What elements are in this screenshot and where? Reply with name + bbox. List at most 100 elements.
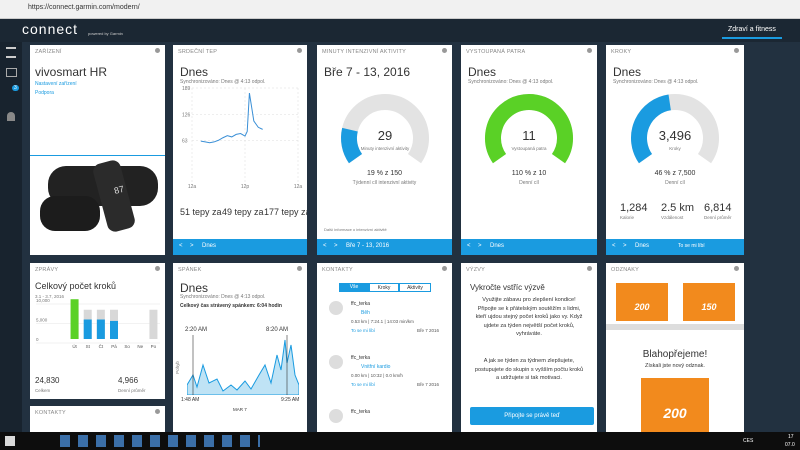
card-title: KONTAKTY xyxy=(322,267,353,273)
stat-value: 2.5 km xyxy=(661,202,695,214)
contacts-small-card: KONTAKTY xyxy=(30,406,165,432)
card-title: SPÁNEK xyxy=(178,267,202,273)
floors-card: VYSTOUPANÁ PATRA Dnes Synchronizováno: D… xyxy=(461,45,597,255)
card-title: VÝZVY xyxy=(466,267,486,273)
card-title: ZAŘÍZENÍ xyxy=(35,49,62,55)
card-title: ODZNAKY xyxy=(611,267,639,273)
card-title: VYSTOUPANÁ PATRA xyxy=(466,49,526,55)
link[interactable]: Podpora xyxy=(35,90,54,96)
settings-icon[interactable] xyxy=(155,409,160,414)
contacts-card: KONTAKTY Vše Kroky Aktivity ffc_terka Běh… xyxy=(317,263,452,432)
footer-text: Dnes xyxy=(202,243,217,249)
sync: Synchronizováno: Dnes @ 4:13 odpol. xyxy=(613,79,699,85)
start-button[interactable] xyxy=(5,436,15,446)
sync: Synchronizováno: Dnes @ 4:13 odpol. xyxy=(468,79,554,85)
day: Bře 7 - 13, 2016 xyxy=(324,65,411,79)
goal-label: Denní cíl xyxy=(519,180,539,186)
settings-icon[interactable] xyxy=(297,48,302,53)
like[interactable]: To se mi líbí xyxy=(351,382,376,387)
tab[interactable]: Vše xyxy=(339,283,369,292)
sync: Synchronizováno: Dnes @ 4:13 odpol. xyxy=(180,294,266,300)
divider xyxy=(606,324,744,330)
like[interactable]: To se mi líbí xyxy=(678,243,705,249)
menu-icon[interactable] xyxy=(6,47,16,58)
activity: Vnitřní kardio xyxy=(361,364,391,370)
day: Dnes xyxy=(468,65,497,79)
sleep-end: 8:20 AM xyxy=(266,327,289,333)
taskbar-apps[interactable] xyxy=(60,435,260,447)
device-image: 87 xyxy=(40,160,158,232)
footer: < > Dnes xyxy=(173,239,307,255)
settings-icon[interactable] xyxy=(587,266,592,271)
settings-icon[interactable] xyxy=(155,266,160,271)
more-link[interactable]: Další informace o intenzivní aktivitě xyxy=(324,227,387,232)
settings-icon[interactable] xyxy=(587,48,592,53)
badges-card: ODZNAKY 200 150 Blahopřejeme! Získali js… xyxy=(606,263,744,432)
axis-end: 9:25 AM xyxy=(281,397,300,403)
card-title: KROKY xyxy=(611,49,632,55)
stat-value: 1,284 xyxy=(620,202,648,214)
card-title: ZPRÁVY xyxy=(35,267,59,273)
lang: CES xyxy=(743,438,754,444)
divider xyxy=(30,155,165,156)
date: Bře 7 2016 xyxy=(417,328,440,333)
challenges-card: VÝZVY Vykročte vstříc výzvě Využijte záb… xyxy=(461,263,597,432)
day: Dnes xyxy=(613,65,642,79)
total: 24,830 xyxy=(35,376,60,385)
goal-text: 110 % z 10 xyxy=(511,170,547,177)
contact-name: ffc_terka xyxy=(351,409,371,415)
tab[interactable]: Aktivity xyxy=(399,283,431,292)
device-card: ZAŘÍZENÍ vivosmart HR Nastavení zařízení… xyxy=(30,45,165,255)
heading: Celkový počet kroků xyxy=(35,281,117,291)
date: 07.0 xyxy=(785,442,795,448)
join-button[interactable]: Připojte se právě teď xyxy=(470,407,594,425)
settings-icon[interactable] xyxy=(297,266,302,271)
sync: Synchronizováno: Dnes @ 4:13 odpol. xyxy=(180,79,266,85)
paragraph: A jak se týden za týdnem zlepšujete, pos… xyxy=(474,358,584,382)
settings-icon[interactable] xyxy=(442,48,447,53)
badge-icon: 200 xyxy=(616,283,668,321)
footer-text: Dnes xyxy=(635,243,650,249)
settings-icon[interactable] xyxy=(442,266,447,271)
stat-label: Kalorie xyxy=(620,215,635,220)
contact-name: ffc_terka xyxy=(351,301,371,307)
footer-text: Bře 7 - 13, 2016 xyxy=(346,243,390,249)
activity: Běh xyxy=(361,310,370,316)
logo: connect xyxy=(22,21,79,37)
activity-stats: 0.00 km | 10:32 | 0.0 km/h xyxy=(351,373,403,378)
link[interactable]: Nastavení zařízení xyxy=(35,81,77,87)
nav-tab[interactable]: Zdraví a fitness xyxy=(722,26,782,39)
sidebar xyxy=(0,42,22,432)
stat: 51 tepy za xyxy=(180,207,222,217)
new-badge: 200 xyxy=(641,378,709,432)
axis-date: MAR 7 xyxy=(233,407,247,412)
inbox-icon[interactable] xyxy=(6,68,17,77)
svg-text:87: 87 xyxy=(113,184,125,196)
stat-label: Denní průměr xyxy=(704,215,732,220)
header xyxy=(0,19,800,42)
settings-icon[interactable] xyxy=(734,266,739,271)
footer-text: Dnes xyxy=(490,243,505,249)
y-label: Pohyb xyxy=(174,361,180,374)
settings-icon[interactable] xyxy=(734,48,739,53)
range: 3.1 - 3.7, 2016 xyxy=(35,294,65,299)
congrats: Blahopřejeme! xyxy=(642,349,708,360)
goal-text: 46 % z 7,500 xyxy=(654,170,696,177)
sleep-start: 2:20 AM xyxy=(185,327,208,333)
axis-start: 1:48 AM xyxy=(181,397,200,403)
settings-icon[interactable] xyxy=(155,48,160,53)
card-title: SRDEČNÍ TEP xyxy=(178,49,218,55)
heading: Vykročte vstříc výzvě xyxy=(470,283,545,292)
stat: 177 tepy za xyxy=(264,207,307,217)
tab[interactable]: Kroky xyxy=(369,283,399,292)
footer: < > Dnes To se mi líbí xyxy=(606,239,744,255)
like[interactable]: To se mi líbí xyxy=(351,328,376,333)
paragraph: Využijte zábavu pro zlepšení kondice! Př… xyxy=(475,297,583,338)
stat: 49 tepy za xyxy=(222,207,264,217)
goal-text: 19 % z 150 xyxy=(366,170,403,177)
avatar xyxy=(329,355,343,369)
user-icon[interactable] xyxy=(7,112,15,121)
steps-card: KROKY Dnes Synchronizováno: Dnes @ 4:13 … xyxy=(606,45,744,255)
badge-text: Získali jste nový odznak. xyxy=(645,363,705,369)
